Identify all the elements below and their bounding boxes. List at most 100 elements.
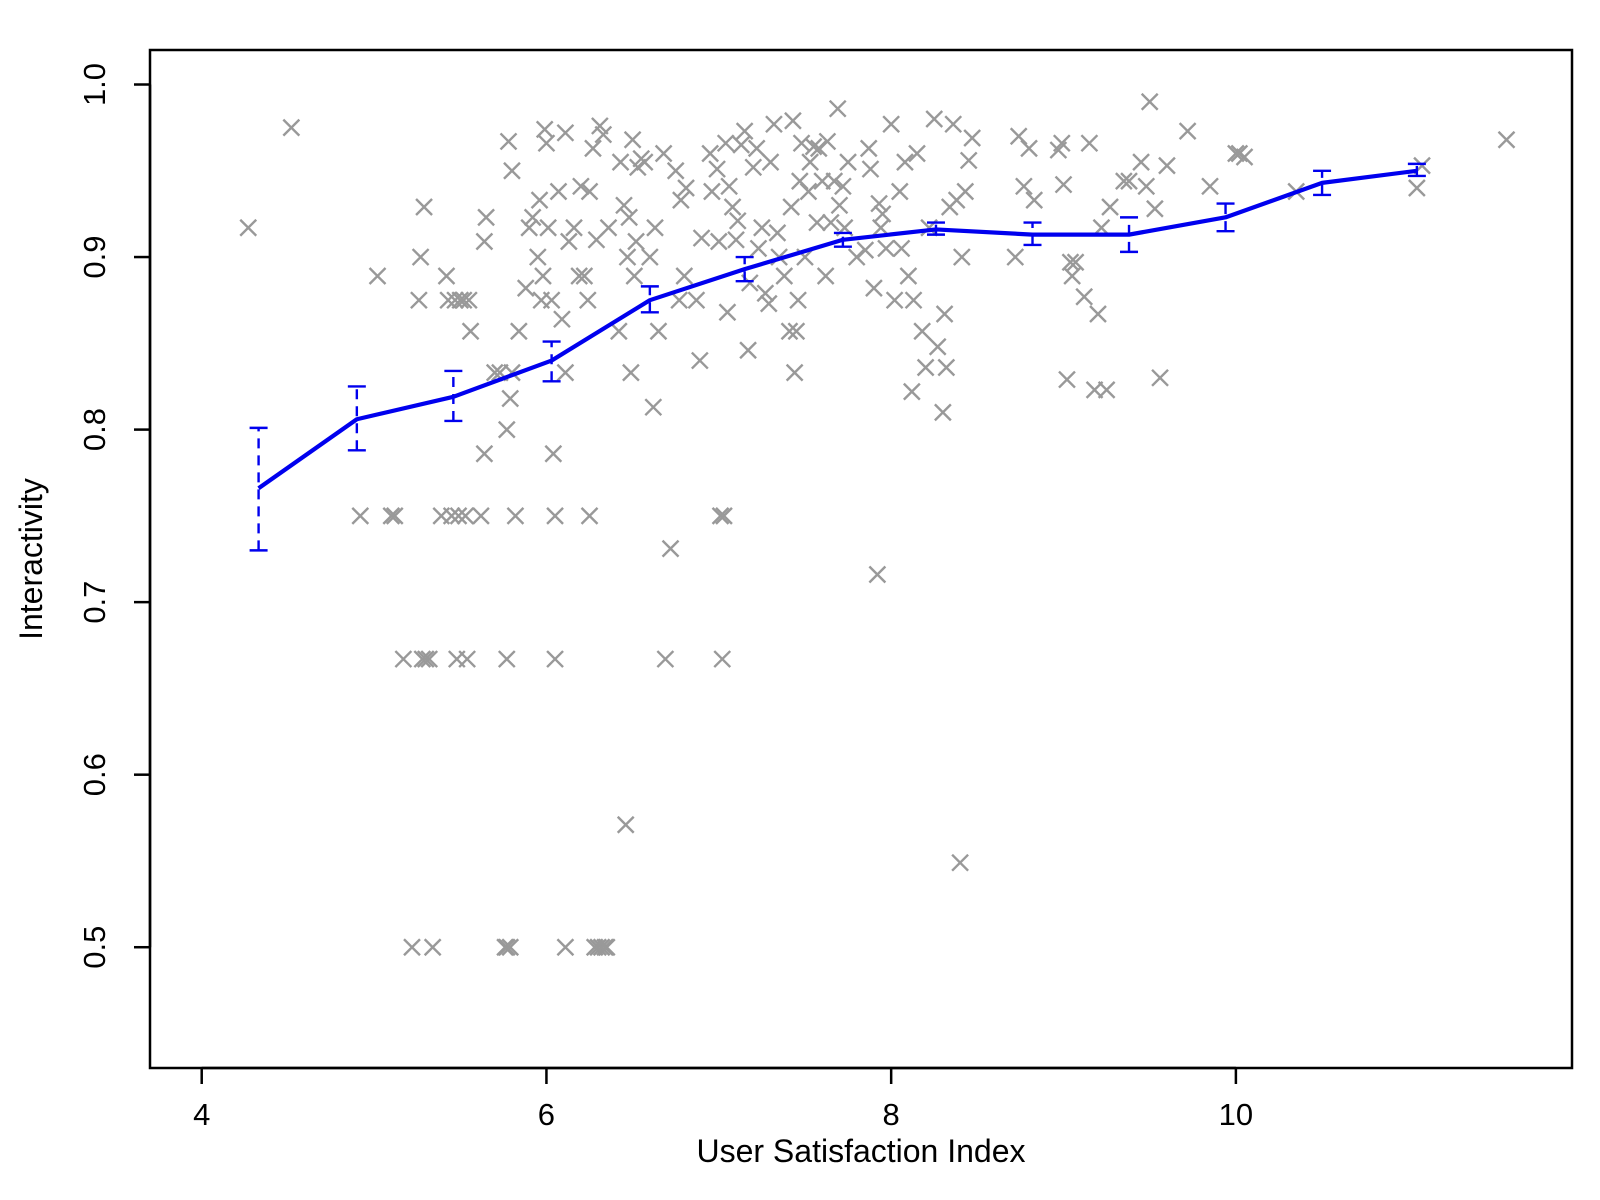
data-point (570, 267, 589, 285)
data-point (553, 310, 571, 329)
data-point (510, 322, 528, 341)
data-point (594, 125, 613, 144)
y-axis-title: Interactivity (13, 478, 49, 640)
data-point (690, 351, 709, 370)
data-point (728, 211, 747, 230)
data-point (839, 153, 857, 172)
data-point (828, 99, 847, 118)
data-point (497, 650, 516, 668)
data-point (423, 938, 442, 957)
data-point (622, 363, 640, 382)
data-point (761, 153, 780, 172)
data-point (1158, 156, 1176, 175)
data-point (449, 507, 468, 525)
data-point (456, 507, 475, 525)
data-point (868, 565, 887, 584)
data-point (239, 218, 258, 237)
data-point (1132, 153, 1150, 172)
data-point (834, 177, 852, 196)
data-point (499, 132, 518, 151)
data-point (1063, 267, 1081, 285)
data-point (475, 232, 494, 251)
data-point (830, 196, 849, 215)
data-point (646, 218, 664, 237)
data-points (239, 92, 1516, 957)
data-point (1137, 177, 1156, 196)
data-point (549, 182, 568, 201)
data-point (497, 420, 516, 439)
data-point (749, 239, 768, 258)
data-point (677, 179, 695, 197)
data-point (708, 160, 726, 178)
data-point (692, 229, 711, 247)
data-point (916, 358, 935, 377)
data-point (1054, 175, 1073, 194)
data-point (799, 182, 818, 201)
data-point (546, 507, 564, 525)
data-point (496, 938, 514, 957)
data-point (497, 938, 516, 957)
data-point (701, 144, 720, 163)
data-point (556, 363, 575, 382)
x-tick-label: 6 (538, 1097, 555, 1132)
data-point (609, 322, 628, 341)
data-point (458, 650, 476, 668)
data-point (534, 267, 552, 285)
data-point (1020, 139, 1038, 158)
data-point (572, 177, 590, 196)
data-point (672, 191, 690, 209)
x-tick-label: 8 (883, 1097, 900, 1132)
data-point (768, 224, 787, 242)
data-point (1178, 122, 1197, 140)
data-point (1058, 370, 1076, 389)
data-point (956, 182, 975, 201)
data-point (1408, 179, 1426, 197)
data-point (870, 194, 888, 213)
data-point (703, 182, 721, 201)
data-point (934, 403, 952, 422)
data-point (578, 291, 597, 310)
data-point (859, 139, 878, 158)
data-point (861, 160, 880, 178)
data-point (580, 507, 599, 525)
data-point (902, 382, 921, 401)
data-point (873, 205, 892, 223)
data-point (959, 151, 978, 170)
data-point (1230, 144, 1249, 163)
data-point (801, 153, 820, 172)
data-point (785, 363, 804, 382)
data-point (713, 650, 732, 668)
y-tick-label: 0.6 (77, 753, 112, 796)
data-point (782, 198, 801, 216)
data-point (442, 507, 461, 525)
data-point (537, 134, 556, 153)
x-tick-label: 10 (1219, 1097, 1253, 1132)
x-axis: 4 6 8 10 (193, 1066, 1253, 1132)
data-point (416, 650, 435, 668)
data-point (963, 129, 982, 147)
data-point (709, 232, 728, 251)
data-point (575, 267, 594, 285)
data-point (382, 507, 401, 525)
data-point (556, 123, 575, 142)
data-point (615, 196, 633, 215)
data-point (1089, 305, 1107, 323)
data-point (1009, 127, 1028, 146)
data-point (618, 248, 637, 266)
data-point (641, 248, 659, 266)
data-point (546, 650, 564, 668)
data-point (780, 322, 799, 341)
data-point (711, 507, 730, 525)
data-point (928, 337, 947, 356)
data-point (611, 153, 630, 172)
data-point (753, 218, 771, 237)
data-point (808, 213, 826, 232)
data-point (899, 267, 918, 285)
data-point (1075, 287, 1094, 306)
data-point (913, 322, 932, 341)
data-point (556, 938, 575, 957)
data-point (446, 291, 464, 310)
plot-frame (148, 48, 1574, 1070)
data-point (1006, 248, 1025, 266)
